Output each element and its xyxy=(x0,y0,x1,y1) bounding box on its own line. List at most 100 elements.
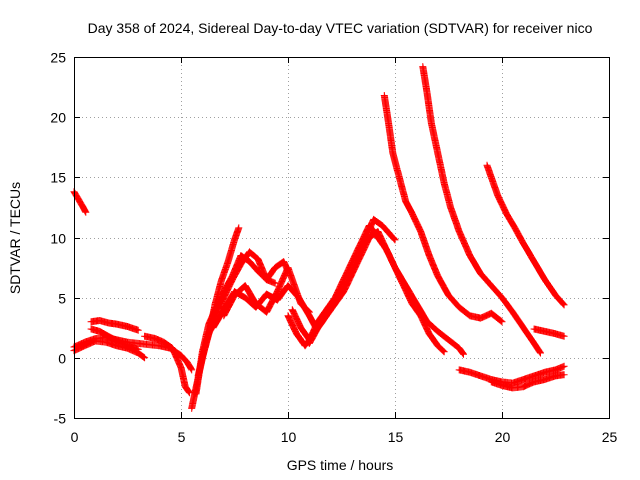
data-point xyxy=(372,218,375,221)
data-point xyxy=(368,224,371,227)
data-point xyxy=(458,306,461,309)
data-point xyxy=(231,278,234,281)
data-point xyxy=(295,333,298,335)
y-tick-label: 10 xyxy=(50,231,66,247)
data-point xyxy=(81,205,84,207)
data-point xyxy=(462,353,465,356)
data-point xyxy=(98,319,101,322)
data-point xyxy=(116,323,118,325)
data-point xyxy=(533,381,535,383)
data-point xyxy=(490,381,493,383)
data-point xyxy=(107,335,109,338)
data-point xyxy=(419,230,422,233)
data-point xyxy=(227,260,229,263)
data-point xyxy=(351,272,354,275)
data-point xyxy=(116,340,118,342)
data-point xyxy=(437,275,439,277)
data-point xyxy=(522,378,525,381)
data-point xyxy=(544,330,546,333)
data-point xyxy=(458,230,461,233)
data-point xyxy=(90,320,92,323)
y-tick-label: 0 xyxy=(58,351,66,367)
data-point xyxy=(563,373,565,376)
data-point xyxy=(522,242,525,245)
data-point xyxy=(188,391,191,394)
data-point xyxy=(458,347,461,350)
series-markers xyxy=(419,63,544,357)
data-point xyxy=(392,152,394,155)
series-arc-1 xyxy=(70,188,90,216)
data-point xyxy=(265,293,268,295)
data-point xyxy=(554,333,557,335)
data-point xyxy=(437,152,439,155)
data-point xyxy=(383,94,386,97)
data-point xyxy=(539,352,542,354)
data-point xyxy=(244,296,246,299)
data-point xyxy=(137,348,139,351)
data-point xyxy=(98,330,101,333)
data-point xyxy=(137,342,139,345)
data-point xyxy=(342,278,345,281)
data-point xyxy=(411,212,413,215)
series-arc-5 xyxy=(87,325,142,353)
data-point xyxy=(240,263,242,265)
data-point xyxy=(447,339,450,341)
data-point xyxy=(148,343,150,346)
data-point xyxy=(554,294,557,297)
data-point xyxy=(360,242,362,245)
y-tick-label: 25 xyxy=(50,50,66,66)
series-arc-16 xyxy=(419,63,544,357)
data-point xyxy=(428,254,431,257)
data-point xyxy=(308,342,311,345)
series-arc-14 xyxy=(305,228,448,356)
series-arc-9 xyxy=(194,248,292,380)
data-point xyxy=(107,322,109,324)
data-point xyxy=(137,329,139,332)
data-point xyxy=(385,248,388,251)
data-point xyxy=(308,311,311,313)
data-point xyxy=(274,266,277,269)
data-point xyxy=(126,325,129,328)
data-point xyxy=(437,330,439,333)
data-point xyxy=(287,266,289,269)
series-markers xyxy=(194,248,292,380)
data-point xyxy=(479,375,482,377)
data-point xyxy=(501,320,503,323)
data-point xyxy=(458,369,461,371)
data-point xyxy=(220,278,223,281)
data-point xyxy=(447,294,450,297)
data-point xyxy=(486,164,488,167)
data-point xyxy=(533,342,535,345)
data-point xyxy=(276,299,279,301)
data-point xyxy=(522,385,525,388)
data-point xyxy=(501,296,503,299)
data-point xyxy=(544,371,546,374)
data-point xyxy=(85,211,87,213)
series-arc-4 xyxy=(87,317,142,334)
data-point xyxy=(479,272,482,275)
data-point xyxy=(265,311,268,313)
data-point xyxy=(300,327,302,329)
data-point xyxy=(163,341,165,344)
data-point xyxy=(190,407,193,410)
data-point xyxy=(428,333,431,335)
data-point xyxy=(533,328,535,330)
data-point xyxy=(398,176,401,179)
data-point xyxy=(419,314,422,317)
data-point xyxy=(154,337,157,340)
data-point xyxy=(325,308,328,311)
series-markers xyxy=(380,92,506,326)
series-markers xyxy=(483,161,568,309)
x-tick-label: 5 xyxy=(178,429,186,445)
data-point xyxy=(533,260,535,263)
data-point xyxy=(511,382,514,384)
data-point xyxy=(233,294,236,297)
data-point xyxy=(180,354,182,357)
series-arc-17 xyxy=(483,161,568,309)
data-point xyxy=(554,369,557,371)
data-point xyxy=(317,327,319,329)
data-point xyxy=(233,239,236,241)
data-point xyxy=(186,361,189,364)
data-point xyxy=(387,122,390,124)
